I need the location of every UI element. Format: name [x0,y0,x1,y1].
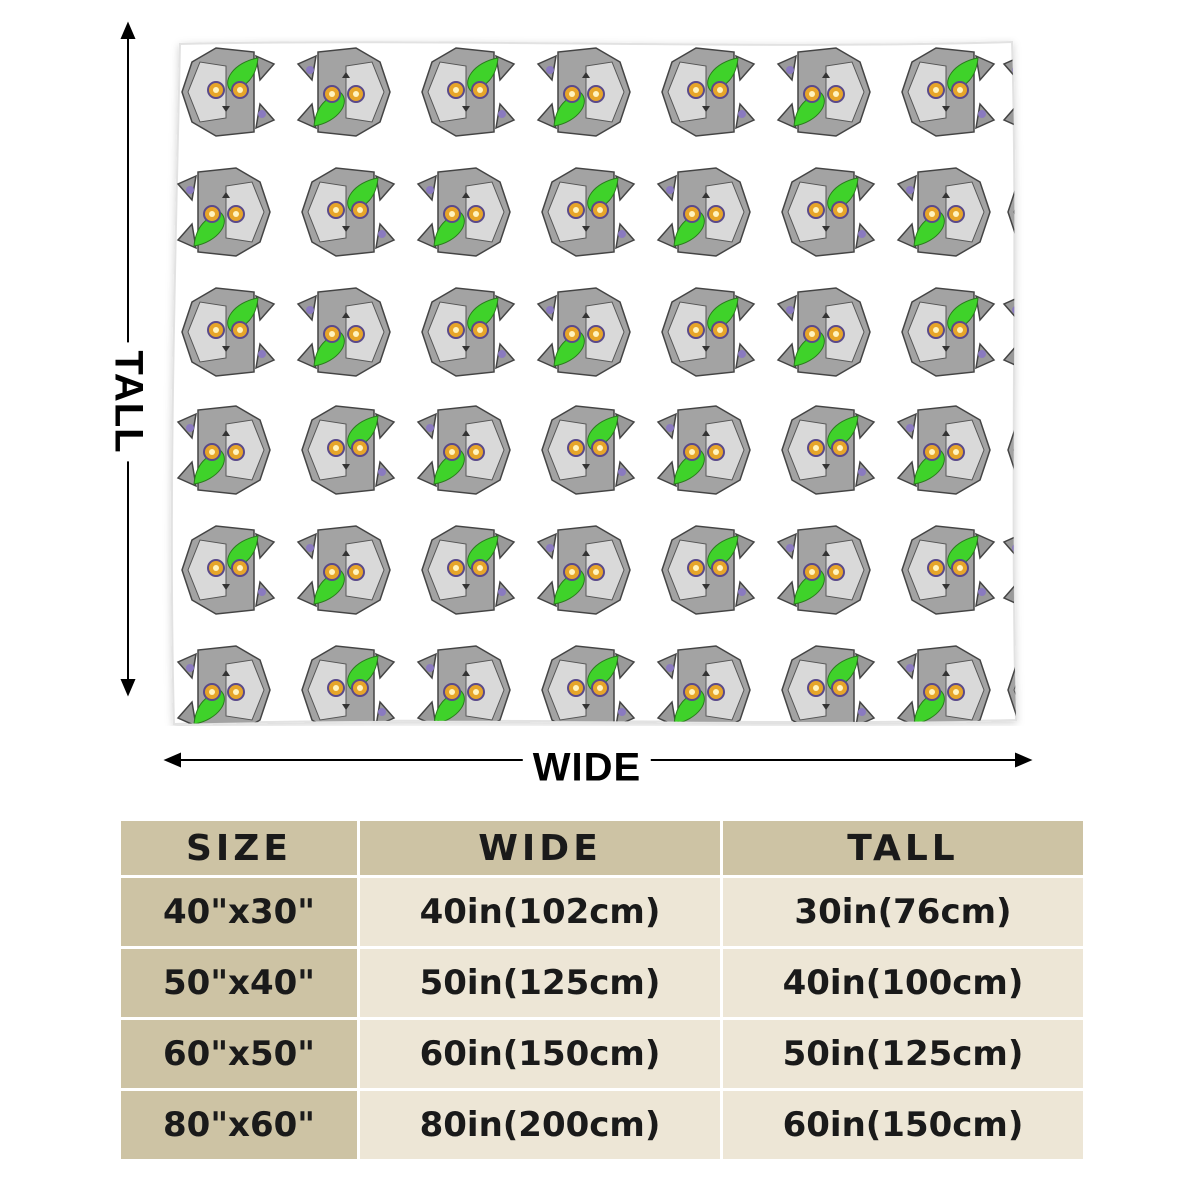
table-row: 80"x60" 80in(200cm) 60in(150cm) [121,1091,1083,1159]
table-header-row: SIZE WIDE TALL [121,821,1083,875]
tall-arrow-head-bottom [120,679,136,697]
wide-cell: 80in(200cm) [360,1091,720,1159]
size-cell: 60"x50" [121,1020,357,1088]
tall-cell: 50in(125cm) [723,1020,1083,1088]
wide-cell: 50in(125cm) [360,949,720,1017]
size-cell: 50"x40" [121,949,357,1017]
tall-arrow-head-top [120,21,136,39]
blanket-image [160,36,1030,726]
table-row: 40"x30" 40in(102cm) 30in(76cm) [121,878,1083,946]
size-cell: 80"x60" [121,1091,357,1159]
wide-cell: 40in(102cm) [360,878,720,946]
size-cell: 40"x30" [121,878,357,946]
wide-arrow-head-left [163,752,181,768]
header-size: SIZE [121,821,357,875]
wide-cell: 60in(150cm) [360,1020,720,1088]
table-row: 50"x40" 50in(125cm) 40in(100cm) [121,949,1083,1017]
wide-label: WIDE [522,745,652,791]
tall-label: TALL [105,342,151,462]
header-wide: WIDE [360,821,720,875]
tall-cell: 60in(150cm) [723,1091,1083,1159]
tall-cell: 40in(100cm) [723,949,1083,1017]
table-row: 60"x50" 60in(150cm) 50in(125cm) [121,1020,1083,1088]
size-table: SIZE WIDE TALL 40"x30" 40in(102cm) 30in(… [118,818,1086,1162]
tall-cell: 30in(76cm) [723,878,1083,946]
wide-arrow-head-right [1015,752,1033,768]
header-tall: TALL [723,821,1083,875]
